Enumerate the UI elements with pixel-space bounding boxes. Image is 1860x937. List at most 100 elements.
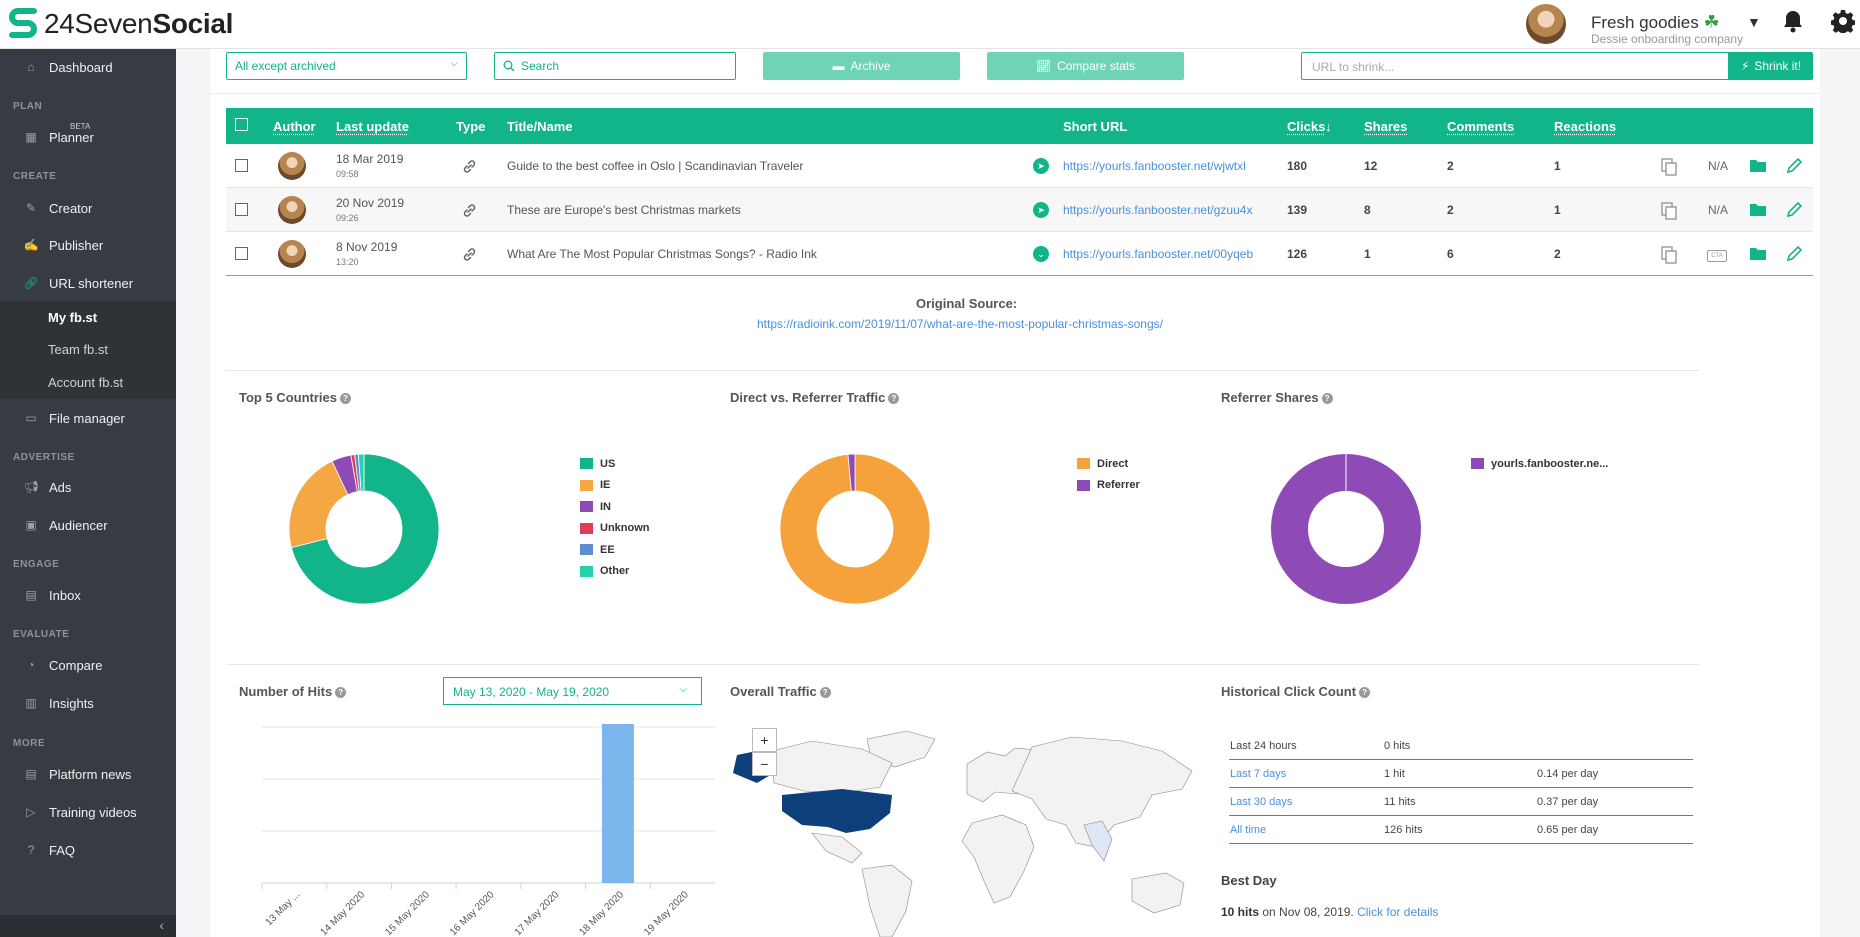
sidebar-collapse[interactable]: ‹ [0, 915, 176, 937]
copy-icon[interactable] [1661, 246, 1677, 264]
sidebar-item-dashboard[interactable]: ⌂ Dashboard [0, 52, 176, 82]
x-tick-label: 13 May ... [264, 889, 303, 928]
history-period-link[interactable]: Last 30 days [1230, 796, 1293, 808]
col-shares[interactable]: Shares [1364, 119, 1408, 134]
legend-item[interactable]: yourls.fanbooster.ne... [1471, 453, 1608, 475]
row-checkbox[interactable] [235, 159, 248, 172]
search-input[interactable]: Search [494, 52, 736, 80]
sidebar-item-creator[interactable]: ✎ Creator [25, 200, 93, 216]
help-icon[interactable]: ? [335, 687, 347, 699]
help-icon[interactable]: ? [888, 393, 900, 405]
pencil-icon[interactable] [1786, 245, 1803, 262]
bar-18-may-2020[interactable] [601, 724, 634, 883]
original-source-link[interactable]: https://radioink.com/2019/11/07/what-are… [757, 317, 1163, 331]
open-arrow-icon[interactable]: ➤ [1033, 202, 1049, 218]
sidebar-item-compare[interactable]: ◔ Compare [0, 650, 176, 680]
help-icon[interactable]: ? [339, 393, 351, 405]
sidebar-item-platform-news[interactable]: ▤ Platform news [25, 766, 132, 782]
select-all-checkbox[interactable] [235, 118, 248, 131]
legend-item[interactable]: US [580, 453, 650, 475]
traffic-donut[interactable] [780, 454, 930, 604]
table-row[interactable]: 20 Nov 2019 09:26 These are Europe's bes… [226, 188, 1813, 232]
history-period-link[interactable]: All time [1230, 824, 1267, 836]
col-clicks[interactable]: Clicks [1287, 119, 1326, 134]
countries-donut[interactable] [289, 454, 439, 604]
brand-logo[interactable]: 24SevenSocial [8, 7, 233, 41]
legend-item[interactable]: EE [580, 539, 650, 561]
expand-chevron-icon[interactable]: ⌄ [1033, 246, 1049, 262]
section-advertise: ADVERTISE [13, 452, 75, 463]
donut-slice-referrer[interactable] [847, 454, 856, 492]
help-icon[interactable]: ? [1321, 393, 1333, 405]
referrer-donut[interactable] [1271, 454, 1421, 604]
gear-icon[interactable] [1831, 9, 1855, 33]
sidebar-sub-my[interactable]: My fb.st [48, 310, 98, 325]
table-row[interactable]: 8 Nov 2019 13:20 What Are The Most Popul… [226, 232, 1813, 276]
col-last-update[interactable]: Last update [336, 119, 409, 134]
sidebar-item-file-manager[interactable]: ▭ File manager [25, 410, 125, 426]
folder-icon[interactable] [1750, 247, 1766, 260]
sidebar-item-inbox[interactable]: ▤ Inbox [25, 587, 81, 603]
row-checkbox[interactable] [235, 247, 248, 260]
donut-slice-direct[interactable] [780, 454, 930, 604]
folder-icon[interactable] [1750, 159, 1766, 172]
legend-swatch [580, 479, 593, 491]
legend-item[interactable]: Other [580, 561, 650, 583]
open-arrow-icon[interactable]: ➤ [1033, 158, 1049, 174]
world-map[interactable] [732, 719, 1202, 937]
copy-icon[interactable] [1661, 158, 1677, 176]
logo-text: 24SevenSocial [44, 8, 234, 39]
sidebar-item-faq[interactable]: ? FAQ [0, 835, 176, 865]
col-reactions[interactable]: Reactions [1554, 119, 1617, 134]
map-zoom-out[interactable]: − [752, 752, 777, 776]
donut-slice-other[interactable] [357, 454, 365, 492]
url-to-shrink-input[interactable]: URL to shrink... [1301, 52, 1729, 80]
row-checkbox[interactable] [235, 203, 248, 216]
compare-stats-button[interactable]: 📈︎ Compare stats [987, 52, 1184, 80]
x-tick-label: 15 May 2020 [383, 889, 432, 937]
row-short-url[interactable]: https://yourls.fanbooster.net/gzuu4x [1063, 203, 1253, 217]
account-switcher[interactable]: Fresh goodies ☘ [1591, 12, 1720, 32]
legend-item[interactable]: Unknown [580, 518, 650, 540]
archive-button[interactable]: ▬ Archive [763, 52, 960, 80]
row-short-url[interactable]: https://yourls.fanbooster.net/00yqeb [1063, 247, 1254, 261]
help-icon[interactable]: ? [1359, 687, 1371, 699]
pencil-icon[interactable] [1786, 157, 1803, 174]
sidebar-item-publisher[interactable]: ✍ Publisher [23, 237, 104, 253]
col-comments[interactable]: Comments [1447, 119, 1515, 134]
help-icon[interactable]: ? [819, 687, 831, 699]
cta-badge[interactable]: CTA [1707, 250, 1727, 262]
donut-slice-us[interactable] [290, 454, 439, 604]
account-dropdown-icon[interactable]: ▼ [1747, 14, 1761, 30]
row-short-url[interactable]: https://yourls.fanbooster.net/wjwtxl [1063, 159, 1246, 173]
best-day-details-link[interactable]: Click for details [1357, 905, 1439, 919]
date-range-select[interactable]: May 13, 2020 - May 19, 2020 ⌵ [443, 677, 702, 705]
sidebar-item-training-videos[interactable]: ▷ Training videos [0, 797, 176, 827]
history-period-link[interactable]: Last 7 days [1230, 768, 1287, 780]
legend-swatch [580, 565, 593, 577]
map-zoom-in[interactable]: + [752, 728, 777, 752]
sidebar-sub-team[interactable]: Team fb.st [48, 342, 108, 357]
shrink-button[interactable]: ⚡︎ Shrink it! [1729, 52, 1813, 80]
col-author[interactable]: Author [273, 119, 316, 134]
filter-select[interactable]: All except archived ⌵ [226, 52, 467, 80]
sidebar-item-audiencer[interactable]: ▣ Audiencer [25, 517, 108, 533]
sidebar-item-planner[interactable]: ▦ Planner [25, 129, 94, 145]
legend-item[interactable]: IN [580, 496, 650, 518]
sidebar-item-ads[interactable]: 📢︎ Ads [23, 479, 72, 495]
legend-item[interactable]: Referrer [1077, 475, 1140, 497]
legend-item[interactable]: IE [580, 475, 650, 497]
table-row[interactable]: 18 Mar 2019 09:58 Guide to the best coff… [226, 144, 1813, 188]
sidebar-item-insights[interactable]: ▥ Insights [25, 695, 94, 711]
folder-icon: ▬ [832, 59, 845, 73]
pencil-icon[interactable] [1786, 201, 1803, 218]
legend-item[interactable]: Direct [1077, 453, 1140, 475]
folder-icon[interactable] [1750, 203, 1766, 216]
copy-icon[interactable] [1661, 202, 1677, 220]
pie-icon: ◔ [27, 658, 35, 672]
sidebar-item-url-shortener[interactable]: 🔗︎ URL shortener [23, 275, 134, 291]
bell-icon[interactable] [1782, 9, 1804, 33]
sidebar-sub-account[interactable]: Account fb.st [48, 375, 124, 390]
avatar[interactable] [1526, 4, 1566, 44]
countries-legend: US IE IN Unknown EE Other [580, 453, 650, 582]
